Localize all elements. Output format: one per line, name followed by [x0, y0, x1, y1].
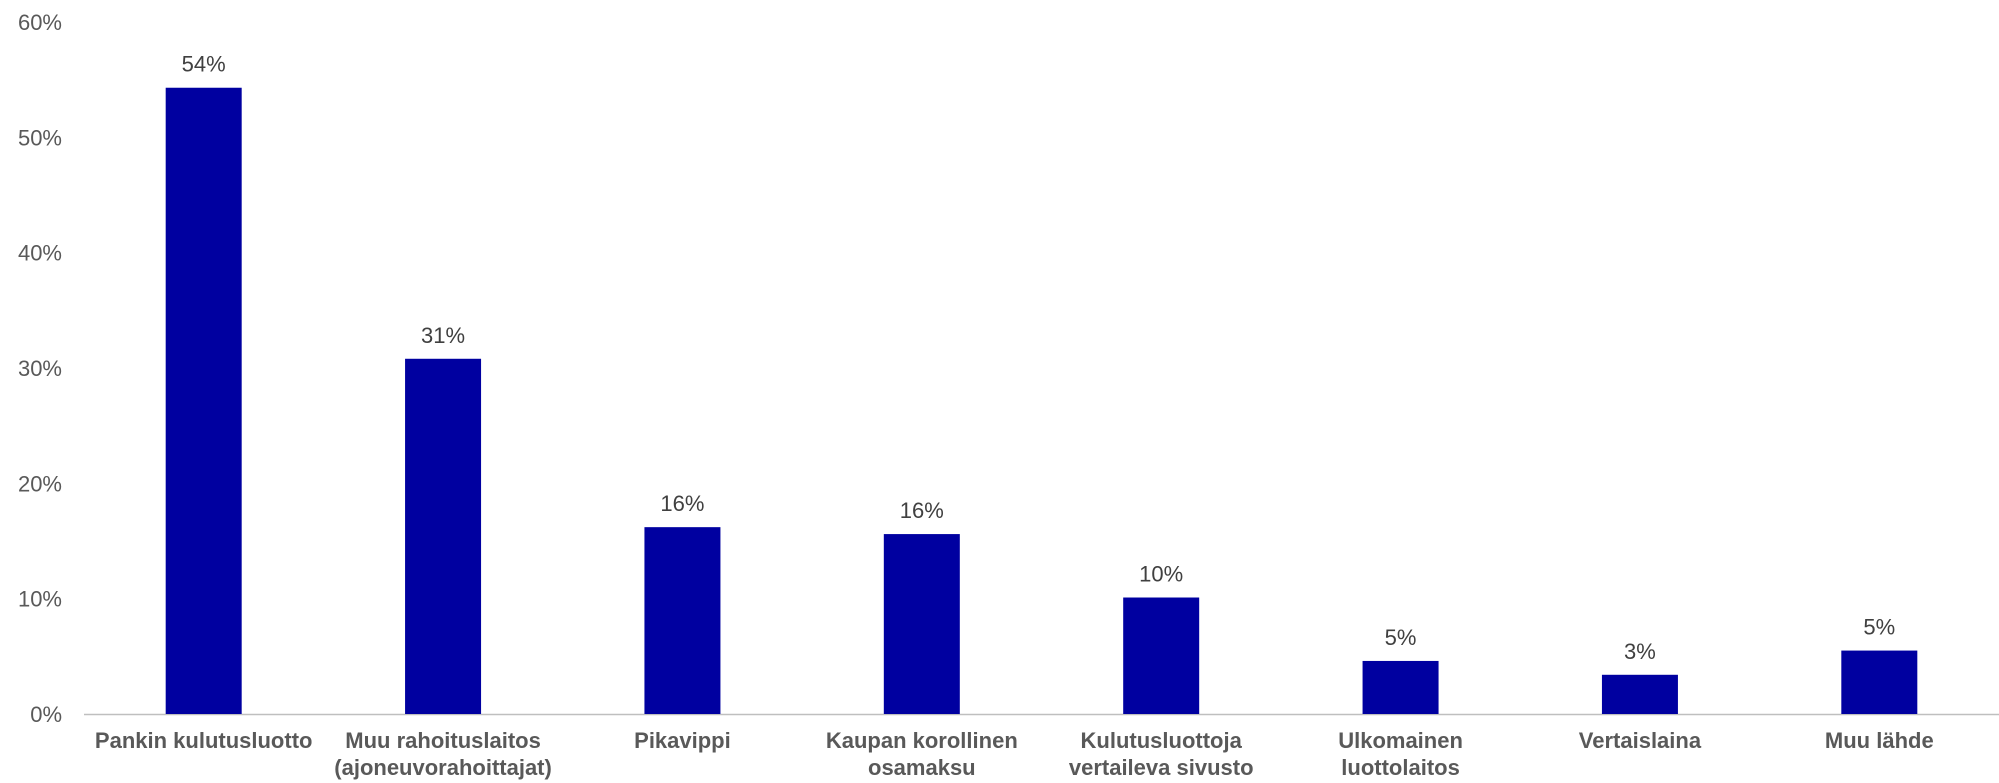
- y-tick-label: 10%: [18, 587, 62, 612]
- bar: [1123, 597, 1200, 714]
- bar: [1362, 660, 1439, 714]
- bars: [165, 87, 1918, 715]
- x-tick-label: Muu rahoituslaitos (ajoneuvorahoittajat): [334, 728, 552, 780]
- x-tick-label: Pikavippi: [634, 728, 731, 753]
- data-label: 5%: [1863, 615, 1895, 640]
- bar: [1841, 650, 1918, 714]
- x-tick-label-line: Muu lähde: [1825, 728, 1934, 753]
- x-tick-label-line: Muu rahoituslaitos: [345, 728, 541, 753]
- x-tick-label: Ulkomainen luottolaitos: [1338, 728, 1463, 780]
- bar: [1601, 674, 1678, 714]
- x-tick-label: Muu lähde: [1825, 728, 1934, 753]
- y-tick-label: 40%: [18, 241, 62, 266]
- data-label: 16%: [900, 498, 944, 523]
- data-label: 5%: [1385, 625, 1417, 650]
- x-tick-label: Kaupan korollinen osamaksu: [826, 728, 1018, 780]
- data-label: 31%: [421, 323, 465, 348]
- x-tick-label-line: Vertaislaina: [1579, 728, 1702, 753]
- y-tick-label: 0%: [30, 702, 62, 727]
- data-label: 3%: [1624, 639, 1656, 664]
- y-tick-label: 20%: [18, 471, 62, 496]
- y-axis: 0% 10% 20% 30% 40% 50% 60%: [18, 10, 62, 727]
- y-tick-label: 30%: [18, 356, 62, 381]
- data-label: 54%: [182, 52, 226, 77]
- x-tick-label-line: vertaileva sivusto: [1069, 755, 1254, 780]
- x-tick-label-line: Kulutusluottoja: [1081, 728, 1243, 753]
- x-tick-label-line: osamaksu: [868, 755, 976, 780]
- x-tick-label: Vertaislaina: [1579, 728, 1702, 753]
- x-tick-label-line: Pankin kulutusluotto: [95, 728, 313, 753]
- y-tick-label: 50%: [18, 125, 62, 150]
- data-label: 10%: [1139, 562, 1183, 587]
- bar: [883, 534, 960, 714]
- x-tick-label-line: Pikavippi: [634, 728, 731, 753]
- x-tick-label-line: luottolaitos: [1341, 755, 1460, 780]
- data-label: 16%: [660, 491, 704, 516]
- x-tick-label-line: (ajoneuvorahoittajat): [334, 755, 552, 780]
- x-tick-label: Pankin kulutusluotto: [95, 728, 313, 753]
- x-tick-label-line: Ulkomainen: [1338, 728, 1463, 753]
- bar: [644, 527, 721, 714]
- bar: [405, 358, 482, 714]
- y-tick-label: 60%: [18, 10, 62, 35]
- x-axis: Pankin kulutusluotto Muu rahoituslaitos (a…: [95, 728, 1934, 780]
- data-labels: 54% 31% 16% 16% 10% 5% 3% 5%: [182, 52, 1896, 664]
- bar: [165, 87, 242, 715]
- x-tick-label: Kulutusluottoja vertaileva sivusto: [1069, 728, 1254, 780]
- x-tick-label-line: Kaupan korollinen: [826, 728, 1018, 753]
